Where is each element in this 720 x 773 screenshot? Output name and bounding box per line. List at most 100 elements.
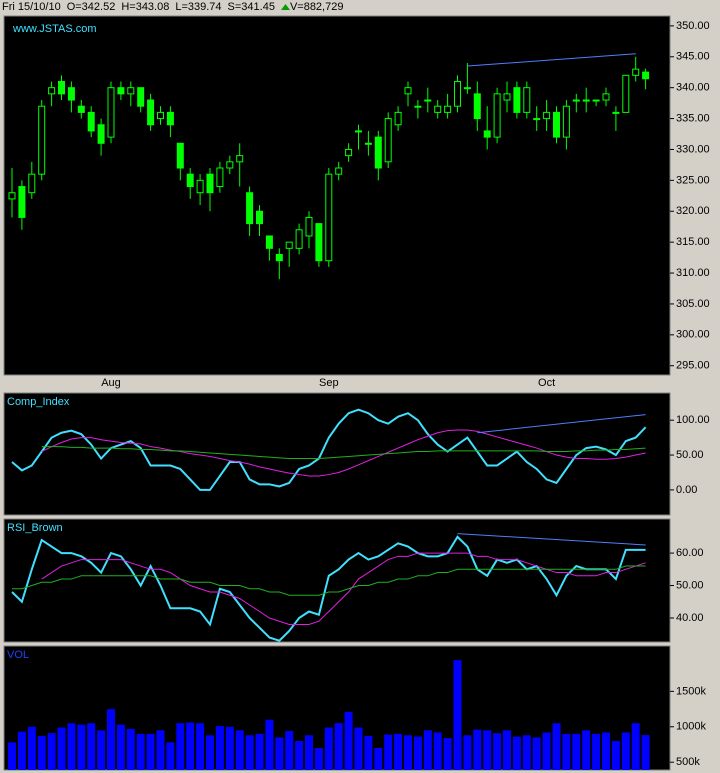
- volume-bar: [275, 737, 284, 770]
- candle-body: [454, 80, 461, 107]
- candle-body: [186, 173, 194, 188]
- y-tick-label: 300.00: [676, 329, 710, 341]
- candle-body: [493, 93, 501, 138]
- volume-bar: [8, 742, 16, 770]
- volume-bar: [374, 748, 383, 770]
- volume-bar: [631, 723, 640, 770]
- candle-body: [473, 93, 481, 120]
- volume-bar: [404, 735, 412, 770]
- candle-body: [206, 173, 214, 194]
- header-settle: S=341.45: [227, 1, 275, 13]
- volume-bar: [57, 727, 66, 770]
- indicator-line: [41, 446, 646, 460]
- volume-bar: [47, 733, 56, 770]
- volume-bar: [156, 730, 165, 770]
- candle-body: [325, 173, 333, 262]
- y-tick-label: 100.00: [676, 414, 710, 426]
- volume-bar: [305, 735, 313, 770]
- y-tick-label: 325.00: [676, 174, 710, 186]
- y-tick-label: 1500k: [676, 685, 706, 697]
- x-tick-label: Sep: [319, 377, 339, 389]
- volume-bar: [443, 738, 452, 770]
- candle-body: [28, 173, 36, 194]
- panel-title: VOL: [7, 649, 29, 661]
- candle-body: [166, 111, 174, 126]
- volume-bar: [364, 735, 373, 770]
- y-tick-label: 315.00: [676, 236, 710, 248]
- candle-body: [196, 179, 204, 194]
- candle-body: [592, 99, 600, 102]
- candle-body: [404, 87, 412, 95]
- candle-body: [256, 210, 263, 225]
- y-tick-label: 330.00: [676, 143, 710, 155]
- trendline: [457, 533, 646, 546]
- candle-body: [38, 105, 46, 175]
- candle-body: [315, 223, 323, 262]
- header-low: L=339.74: [175, 1, 222, 13]
- candle-body: [553, 111, 560, 138]
- candle-body: [246, 192, 254, 225]
- y-tick-label: 320.00: [676, 205, 710, 217]
- candle-body: [503, 93, 511, 101]
- candle-body: [97, 124, 105, 144]
- candle-body: [612, 111, 620, 114]
- volume-bar: [522, 735, 531, 770]
- volume-bar: [136, 733, 145, 770]
- volume-bar: [512, 736, 521, 770]
- candle-body: [414, 105, 422, 108]
- y-tick-label: 50.00: [676, 579, 704, 591]
- panel: [3, 15, 671, 376]
- x-tick-label: Oct: [538, 377, 555, 389]
- y-tick-label: 305.00: [676, 298, 710, 310]
- volume-bar: [503, 730, 511, 770]
- candle-body: [374, 136, 382, 169]
- candle-body: [572, 99, 580, 102]
- volume-bar: [126, 728, 135, 770]
- candle-body: [147, 99, 155, 126]
- y-tick-label: 340.00: [676, 82, 710, 94]
- candle-body: [424, 99, 432, 102]
- volume-bar: [215, 726, 224, 770]
- volume-bar: [166, 742, 175, 770]
- indicator-line: [12, 565, 646, 596]
- volume-bar: [562, 733, 571, 770]
- candle-body: [137, 87, 145, 107]
- panel-title: RSI_Brown: [7, 522, 63, 534]
- candle-body: [226, 161, 234, 169]
- candle-body: [562, 105, 570, 138]
- candle-body: [355, 130, 362, 133]
- panel: [3, 392, 671, 516]
- candle-body: [364, 142, 372, 145]
- candle-body: [48, 87, 56, 95]
- indicator-line: [11, 408, 647, 491]
- candle-body: [642, 71, 650, 80]
- candle-body: [513, 87, 521, 113]
- candle-body: [602, 93, 610, 101]
- indicator-line: [41, 552, 646, 625]
- header: Fri 15/10/10 O=342.52 H=343.08 L=339.74 S=34…: [2, 0, 349, 15]
- candle-body: [67, 87, 75, 101]
- candle-body: [117, 87, 125, 95]
- candle-body: [305, 216, 313, 237]
- candle-body: [87, 111, 95, 132]
- candle-body: [483, 130, 491, 138]
- volume-bar: [611, 740, 620, 770]
- volume-bar: [17, 731, 26, 770]
- up-arrow: [280, 4, 290, 11]
- trendline: [477, 414, 646, 434]
- y-tick-label: 335.00: [676, 112, 710, 124]
- volume-bar: [67, 723, 76, 770]
- panel: [3, 518, 671, 643]
- volume-bar: [324, 727, 333, 770]
- candle-body: [543, 111, 551, 120]
- watermark: www.JSTAS.com: [12, 23, 97, 35]
- volume-bar: [206, 735, 214, 770]
- candle-body: [285, 241, 293, 249]
- panel-title: Comp_Index: [7, 396, 70, 408]
- volume-bar: [354, 727, 363, 770]
- y-tick-label: 310.00: [676, 267, 710, 279]
- volume-bar: [186, 722, 195, 770]
- trendline: [467, 53, 636, 67]
- y-tick-label: 345.00: [676, 51, 710, 63]
